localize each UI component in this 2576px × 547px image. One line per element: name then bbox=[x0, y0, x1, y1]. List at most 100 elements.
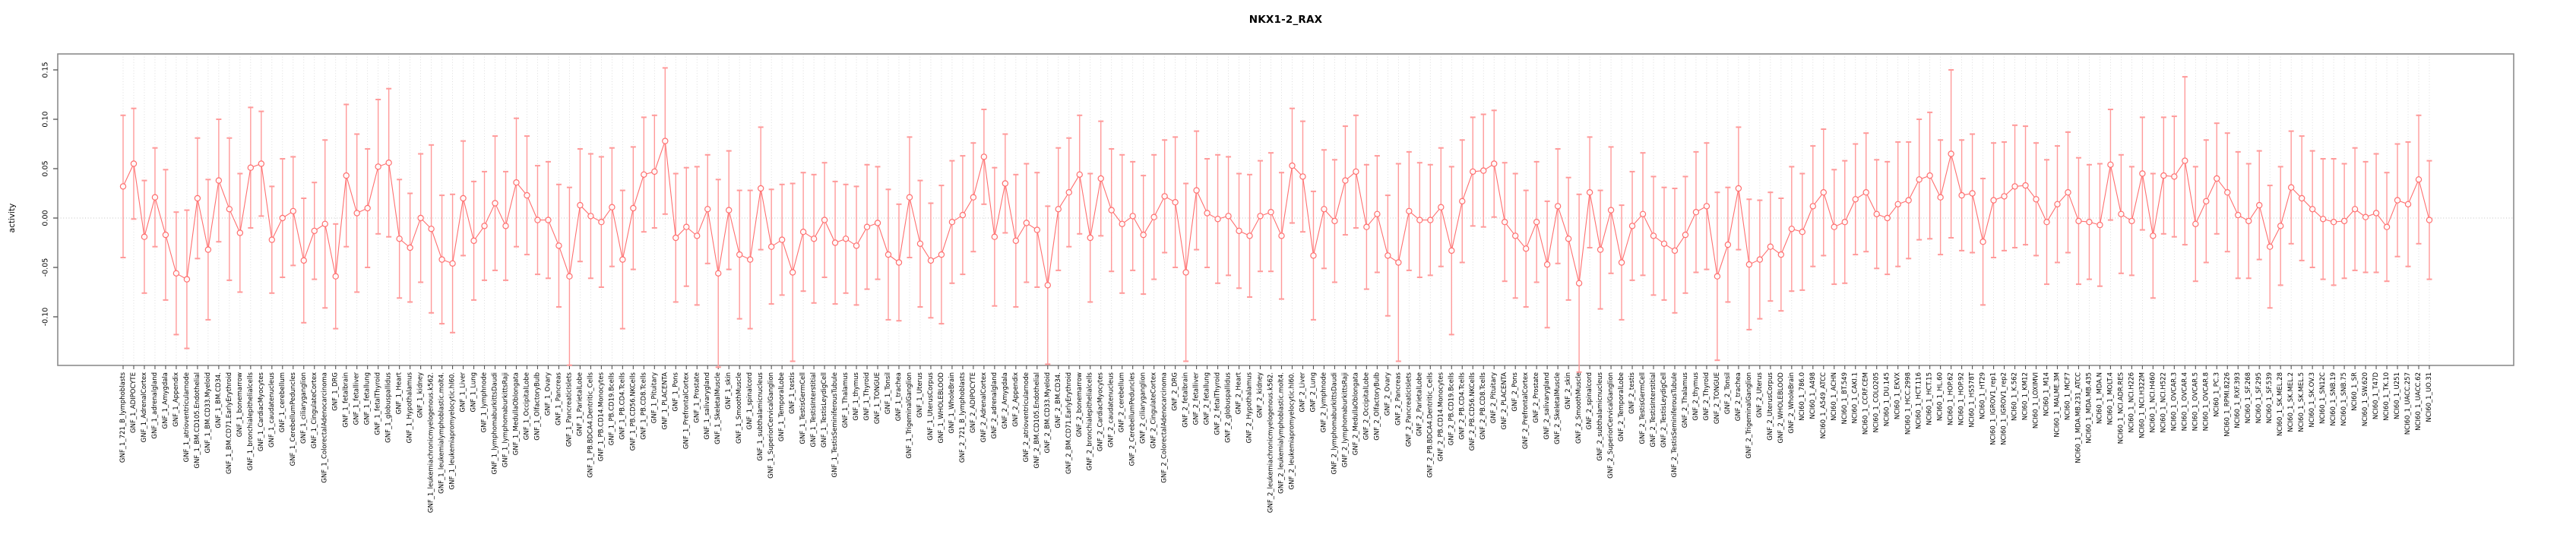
x-tick-label: NCI60_1_SF.539 bbox=[2266, 372, 2274, 423]
data-point bbox=[1459, 198, 1466, 205]
data-point bbox=[1767, 243, 1774, 250]
data-point bbox=[1246, 232, 1253, 239]
data-point bbox=[980, 153, 988, 160]
x-tick-label: GNF_2_SuperiorCervicalGanglion bbox=[1607, 372, 1615, 479]
data-point bbox=[2394, 197, 2401, 204]
data-point bbox=[2372, 210, 2380, 217]
x-tick-label: GNF_1_testis bbox=[789, 372, 796, 413]
data-point bbox=[831, 239, 839, 246]
data-point bbox=[141, 233, 148, 240]
data-point bbox=[300, 257, 307, 264]
data-point bbox=[2309, 206, 2316, 213]
x-tick-label: NCI60_1_PC.3 bbox=[2213, 372, 2220, 417]
data-point bbox=[1799, 229, 1806, 236]
x-tick-label: GNF_1_TemporalLobe bbox=[778, 372, 786, 441]
data-point bbox=[1225, 213, 1232, 220]
data-point bbox=[1097, 175, 1104, 182]
data-point bbox=[1724, 241, 1732, 248]
data-point bbox=[492, 200, 498, 207]
x-tick-label: GNF_2_ciliaryganglion bbox=[1140, 372, 1147, 444]
x-tick-label: NCI60_1_RPMI.8226 bbox=[2223, 372, 2231, 437]
x-tick-label: GNF_2_UterusCorpus bbox=[1767, 372, 1774, 440]
data-point bbox=[311, 227, 318, 235]
x-tick-label: GNF_2_Appendix bbox=[1012, 372, 1020, 427]
x-tick-label: GNF_1_OlfactoryBulb bbox=[533, 372, 541, 441]
data-point bbox=[2139, 170, 2146, 177]
data-point bbox=[1586, 188, 1593, 196]
data-point bbox=[1735, 185, 1742, 192]
data-point bbox=[1331, 217, 1338, 225]
data-point bbox=[810, 236, 818, 242]
x-tick-label: GNF_1_MedullaOblongata bbox=[512, 372, 520, 455]
x-tick-label: GNF_2_Hypothalamus bbox=[1246, 372, 1254, 443]
x-tick-label: NCI60_1_HOP.62 bbox=[1948, 372, 1955, 425]
data-point bbox=[938, 251, 945, 258]
data-point bbox=[534, 217, 541, 223]
x-tick-label: GNF_2_globuspallidus bbox=[1225, 372, 1233, 442]
data-point bbox=[194, 194, 201, 202]
data-point bbox=[874, 220, 881, 226]
data-point bbox=[1055, 206, 1062, 213]
data-point bbox=[2107, 161, 2114, 168]
data-point bbox=[842, 236, 850, 242]
data-point bbox=[1884, 214, 1891, 222]
x-tick-label: GNF_2_PB.CD56.NKCells bbox=[1469, 372, 1476, 451]
x-tick-label: GNF_1_fetalThyroid bbox=[375, 372, 382, 435]
data-point bbox=[1607, 207, 1615, 213]
data-point bbox=[1033, 226, 1041, 233]
data-point bbox=[1193, 187, 1200, 194]
data-point bbox=[799, 229, 807, 236]
data-point bbox=[151, 194, 159, 201]
data-point bbox=[1756, 256, 1764, 263]
x-tick-label: GNF_2_PB.BDCA4.Dentritic_Cells bbox=[1426, 372, 1434, 477]
x-tick-label: GNF_1_Pituitary bbox=[650, 372, 658, 423]
x-tick-label: GNF_1_Ovary bbox=[544, 372, 552, 416]
data-point bbox=[545, 217, 552, 223]
chart-title: NKX1-2_RAX bbox=[1248, 14, 1323, 26]
x-tick-label: GNF_2_OccipitalLobe bbox=[1362, 372, 1370, 440]
data-point bbox=[2001, 193, 2008, 200]
x-tick-label: GNF_2_trachea bbox=[1735, 372, 1742, 421]
data-point bbox=[736, 251, 743, 258]
x-tick-label: GNF_1_BM.CD34. bbox=[215, 372, 223, 428]
x-tick-label: GNF_2_Thyroid bbox=[1703, 372, 1710, 421]
data-point bbox=[2330, 219, 2337, 226]
data-point bbox=[1257, 213, 1264, 220]
data-point bbox=[428, 226, 435, 232]
data-point bbox=[1565, 236, 1572, 242]
x-tick-label: GNF_1_DRG bbox=[332, 372, 340, 411]
x-tick-label: NCI60_1_MDA.MB.435 bbox=[2085, 372, 2093, 444]
x-tick-label: GNF_2_SkeletalMuscle bbox=[1554, 372, 1562, 444]
data-point bbox=[1905, 197, 1912, 204]
x-tick-label: NCI60_1_CCRF.CEM bbox=[1862, 372, 1870, 435]
data-point bbox=[1342, 177, 1349, 184]
x-tick-label: NCI60_1_HOP.92 bbox=[1958, 372, 1966, 425]
data-point bbox=[1745, 261, 1753, 268]
data-point bbox=[1299, 173, 1306, 180]
data-point bbox=[1278, 232, 1285, 239]
data-point bbox=[2351, 206, 2359, 213]
data-point bbox=[2022, 182, 2029, 189]
x-tick-label: GNF_2_ColorectalAdenocarcinoma bbox=[1161, 372, 1169, 483]
data-point bbox=[1682, 231, 1689, 239]
x-tick-label: GNF_1_Lung bbox=[470, 372, 478, 413]
data-point bbox=[1969, 190, 1976, 197]
data-point bbox=[1161, 193, 1168, 200]
data-point bbox=[1140, 231, 1147, 239]
x-tick-label: GNF_2_Pons bbox=[1511, 372, 1519, 411]
data-point bbox=[258, 160, 265, 167]
x-tick-label: GNF_1_Thalamus bbox=[842, 372, 850, 428]
data-point bbox=[1926, 172, 1933, 179]
data-point bbox=[385, 159, 392, 166]
x-tick-label: NCI60_1_OVCAR.5 bbox=[2191, 372, 2199, 431]
x-tick-label: NCI60_1_COLO205 bbox=[1873, 372, 1881, 433]
data-point bbox=[778, 236, 786, 243]
x-tick-label: GNF_2_TestisInterstitial bbox=[1650, 372, 1657, 447]
data-point bbox=[1289, 162, 1296, 169]
data-point bbox=[1321, 206, 1328, 213]
data-point bbox=[853, 242, 860, 249]
x-tick-label: GNF_2_fetalThyroid bbox=[1214, 372, 1222, 435]
x-tick-label: NCI60_1_MDA.MB.231_ATCC bbox=[2074, 372, 2082, 463]
x-tick-label: NCI60_1_IGROV1_rep2 bbox=[2001, 372, 2008, 445]
data-point bbox=[290, 207, 296, 215]
